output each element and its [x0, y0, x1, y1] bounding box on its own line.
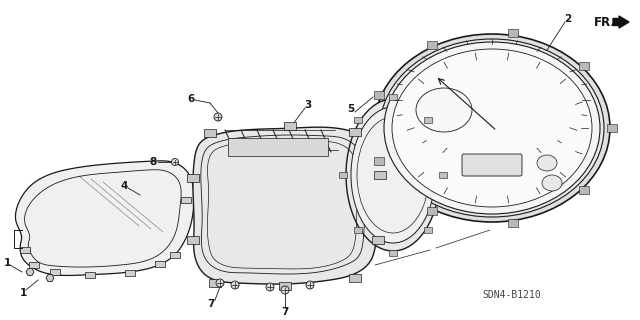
Bar [20, 247, 30, 253]
Bar [579, 62, 589, 70]
Bar [374, 157, 384, 165]
Bar [354, 117, 362, 123]
Bar [374, 171, 386, 179]
Circle shape [231, 281, 239, 289]
Text: 7: 7 [282, 307, 289, 317]
Bar [284, 122, 296, 130]
Bar [349, 274, 361, 282]
Bar [424, 117, 433, 123]
Bar [155, 261, 165, 267]
Bar [508, 219, 518, 227]
Circle shape [214, 113, 222, 121]
Polygon shape [15, 161, 194, 276]
Bar [607, 124, 617, 132]
Bar [228, 138, 328, 156]
Polygon shape [46, 275, 54, 282]
FancyArrow shape [613, 16, 629, 28]
Bar [29, 262, 39, 268]
Circle shape [266, 283, 274, 291]
Polygon shape [26, 268, 34, 276]
Bar [427, 41, 437, 49]
Bar [389, 250, 397, 256]
Bar [204, 129, 216, 137]
Text: 2: 2 [564, 14, 572, 24]
Circle shape [306, 281, 314, 289]
Bar [439, 172, 447, 178]
Bar [372, 236, 384, 244]
Ellipse shape [380, 39, 604, 217]
Bar [187, 236, 199, 244]
Bar [209, 279, 221, 287]
Bar [50, 269, 60, 275]
Bar [85, 272, 95, 278]
Ellipse shape [346, 99, 440, 251]
Text: 1: 1 [3, 258, 11, 268]
Ellipse shape [374, 34, 610, 222]
Bar [579, 186, 589, 194]
Ellipse shape [416, 88, 472, 132]
Text: FR.: FR. [594, 15, 616, 28]
FancyBboxPatch shape [462, 154, 522, 176]
Bar [508, 29, 518, 37]
Ellipse shape [384, 42, 600, 214]
Polygon shape [193, 127, 378, 284]
Circle shape [216, 279, 224, 287]
Text: 7: 7 [207, 299, 214, 309]
Text: SDN4-B1210: SDN4-B1210 [482, 290, 541, 300]
Text: 4: 4 [120, 181, 128, 191]
Bar [424, 227, 433, 233]
Ellipse shape [351, 107, 435, 243]
Text: 1: 1 [19, 288, 27, 298]
Circle shape [281, 286, 289, 294]
Text: 6: 6 [188, 94, 195, 104]
Bar [427, 207, 437, 215]
Bar [374, 91, 384, 99]
Circle shape [172, 158, 179, 165]
Bar [181, 197, 191, 203]
Ellipse shape [537, 155, 557, 171]
Bar [354, 227, 362, 233]
Bar [170, 252, 180, 258]
Bar [125, 270, 135, 276]
Text: 8: 8 [149, 157, 157, 167]
Bar [187, 174, 199, 182]
Bar [349, 128, 361, 136]
Ellipse shape [392, 49, 592, 207]
Ellipse shape [542, 175, 562, 191]
Text: 5: 5 [348, 104, 355, 114]
Bar [389, 94, 397, 100]
Bar [339, 172, 347, 178]
Bar [279, 282, 291, 290]
Text: 3: 3 [305, 100, 312, 110]
